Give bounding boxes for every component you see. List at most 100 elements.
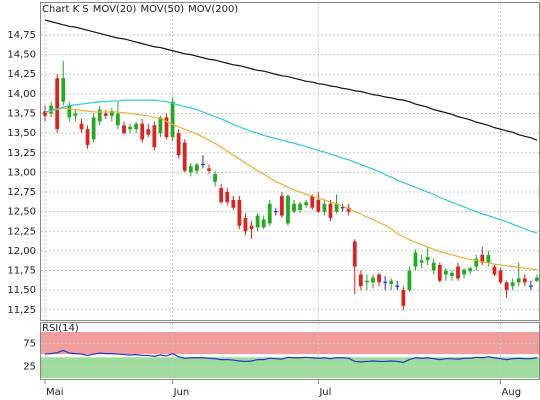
candle-body	[261, 219, 266, 228]
candle-body	[55, 78, 60, 130]
candle-body	[468, 268, 473, 272]
candle-body	[122, 125, 126, 134]
candle-body	[103, 113, 108, 116]
y-tick-label: 12,50	[7, 207, 36, 218]
candle-body	[249, 225, 254, 229]
candle-body	[91, 117, 96, 140]
candle-body	[365, 280, 369, 283]
candle-body	[474, 258, 479, 267]
legend-entry: MOV(50)	[140, 4, 184, 15]
candle-body	[346, 207, 351, 212]
candle-body	[170, 101, 175, 138]
candle-body	[231, 199, 236, 208]
candle-body	[504, 282, 509, 291]
line-series	[44, 107, 538, 271]
rsi-tick-label: 25	[23, 362, 36, 373]
candle-body	[286, 195, 290, 224]
line-series	[44, 99, 538, 234]
candle-body	[152, 125, 157, 148]
y-tick-label: 11,50	[7, 285, 36, 296]
candle-body	[456, 266, 460, 279]
y-tick-label: 13,50	[7, 128, 36, 139]
candle-body	[358, 274, 363, 287]
rsi-tick-label: 75	[23, 339, 36, 350]
candle-body	[213, 173, 217, 182]
candle-body	[431, 262, 436, 271]
y-tick-label: 12,25	[7, 226, 36, 237]
x-tick-label: Jul	[318, 387, 331, 398]
legend-entry: Chart K S	[42, 4, 89, 15]
y-tick-label: 11,75	[7, 266, 36, 277]
candle-body	[334, 203, 339, 212]
candle-body	[43, 111, 47, 116]
candle-body	[419, 260, 424, 263]
candle-body	[164, 117, 169, 138]
candle-body	[304, 202, 309, 206]
candle-body	[322, 203, 327, 212]
candle-body	[219, 188, 224, 203]
y-tick-label: 13,00	[7, 167, 36, 178]
candle-body	[352, 241, 357, 267]
candle-body	[280, 195, 284, 216]
y-tick-label: 11,25	[7, 305, 36, 316]
candle-body	[450, 272, 454, 277]
candle-body	[298, 203, 302, 211]
candle-body	[407, 270, 412, 291]
candle-body	[97, 109, 102, 122]
legend-entry: RSI(14)	[42, 323, 79, 334]
line-series	[44, 349, 538, 363]
candle-body	[243, 217, 248, 232]
candle-body	[389, 280, 394, 284]
candle-body	[443, 270, 448, 275]
candle-body	[146, 129, 151, 135]
candle-body	[194, 164, 199, 171]
x-tick-label: Jun	[173, 387, 190, 398]
line-series	[44, 19, 538, 141]
y-tick-label: 12,75	[7, 187, 36, 198]
candle-body	[140, 123, 145, 140]
candle-body	[328, 203, 333, 218]
plot-layer: 11,25 11,50 11,75 12,00 12,25 12,50 12,75 13,00…	[7, 3, 539, 398]
y-tick-label: 14,00	[7, 89, 36, 100]
candle-body	[158, 117, 163, 134]
candle-body	[255, 215, 260, 228]
candle-body	[292, 203, 296, 212]
x-tick-label: Mai	[46, 387, 64, 398]
candle-body	[128, 126, 132, 130]
candle-body	[225, 192, 230, 203]
candle-body	[49, 105, 53, 114]
candle-body	[510, 282, 515, 287]
candle-body	[134, 123, 139, 130]
candle-body	[79, 123, 84, 130]
candle-body	[188, 166, 193, 173]
y-tick-label: 12,00	[7, 246, 36, 257]
candle-body	[522, 278, 527, 283]
candle-body	[425, 257, 430, 261]
candle-body	[73, 113, 78, 116]
candle-body	[237, 199, 242, 226]
candle-body	[116, 113, 120, 126]
candle-body	[316, 199, 321, 212]
y-tick-label: 14,75	[7, 30, 36, 41]
candle-body	[85, 129, 90, 145]
candle-body	[535, 277, 539, 281]
candle-body	[67, 105, 72, 118]
candle-body	[492, 266, 497, 275]
candle-body	[437, 265, 442, 281]
candle-body	[413, 252, 418, 267]
candle-body	[207, 168, 211, 171]
candle-body	[176, 133, 181, 156]
y-tick-label: 13,25	[7, 148, 36, 159]
candle-body	[462, 269, 466, 275]
y-tick-label: 13,75	[7, 108, 36, 119]
x-tick-label: Aug	[502, 387, 522, 398]
y-tick-label: 14,25	[7, 69, 36, 80]
candle-body	[109, 111, 114, 116]
candle-body	[486, 254, 491, 263]
candle-body	[401, 290, 406, 306]
legend-entry: MOV(20)	[93, 4, 137, 15]
candle-body	[371, 277, 375, 283]
rsi-zone	[41, 357, 539, 378]
candle-body	[310, 195, 315, 208]
